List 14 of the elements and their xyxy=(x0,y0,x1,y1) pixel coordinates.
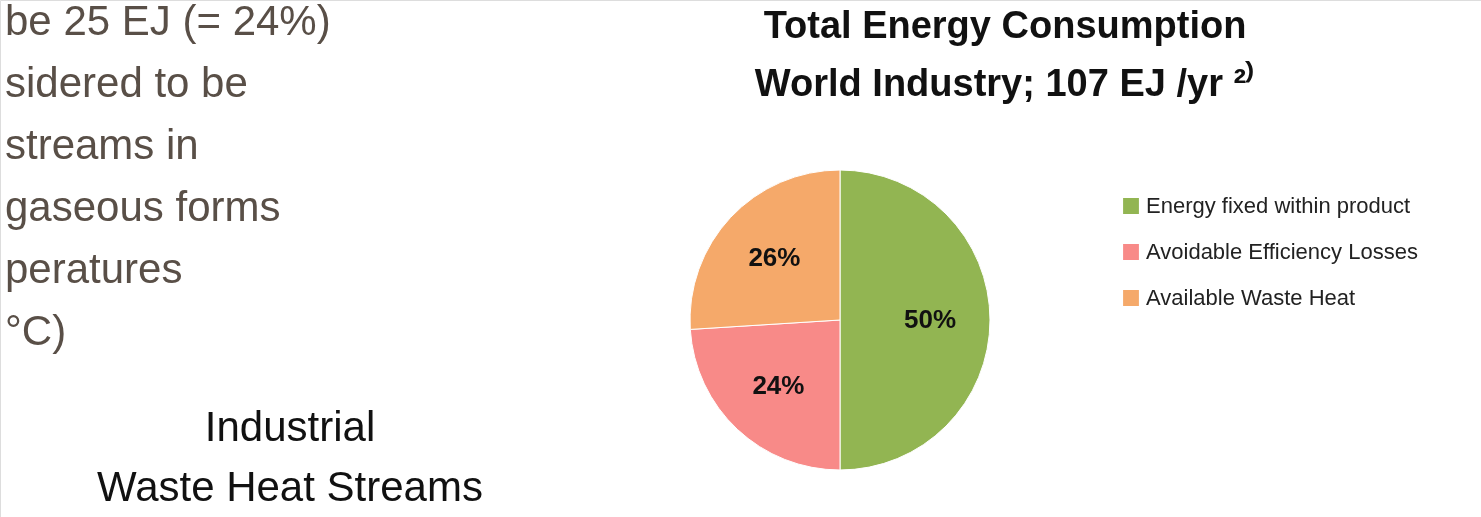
legend-label: Energy fixed within product xyxy=(1146,193,1411,218)
legend-label: Available Waste Heat xyxy=(1146,285,1356,310)
data-label: 24% xyxy=(752,369,805,400)
text: °C) xyxy=(5,307,67,354)
legend-label: Avoidable Efficiency Losses xyxy=(1146,239,1418,264)
text: gaseous forms xyxy=(5,183,281,230)
text: be 25 EJ (= 24%) xyxy=(5,0,331,44)
text: Industrial Waste Heat Streams xyxy=(97,403,483,510)
chart-title: Total Energy Consumption World Industry; 107 EJ /yr ²⁾ xyxy=(754,4,1256,104)
text: sidered to be xyxy=(5,59,248,106)
data-label: 26% xyxy=(748,242,801,273)
text: peratures xyxy=(5,245,183,292)
data-label: 50% xyxy=(903,304,957,334)
text: streams in xyxy=(5,121,199,168)
